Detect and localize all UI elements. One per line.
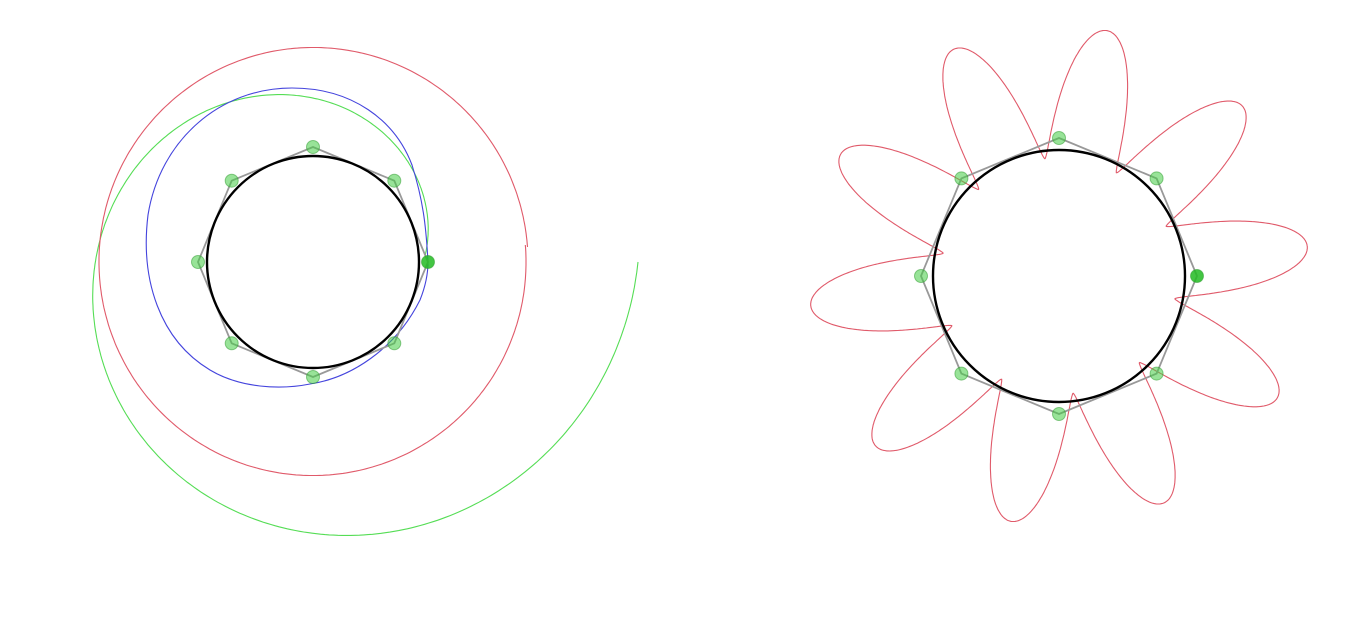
active-vertex-marker bbox=[1190, 269, 1204, 283]
octagon-vertices bbox=[191, 140, 435, 384]
vertex-marker bbox=[914, 269, 928, 283]
active-vertex-marker bbox=[421, 255, 435, 269]
vertex-marker bbox=[387, 173, 402, 188]
vertex-marker bbox=[306, 140, 320, 154]
right-panel bbox=[810, 29, 1308, 523]
base-circle bbox=[205, 154, 421, 370]
green-spiral-curve bbox=[92, 94, 639, 536]
vertex-marker bbox=[224, 173, 239, 188]
vertex-marker bbox=[954, 171, 969, 186]
vertex-marker bbox=[954, 366, 969, 381]
vertex-marker bbox=[1052, 131, 1066, 145]
vertex-marker bbox=[191, 255, 205, 269]
vertex-marker bbox=[387, 336, 402, 351]
vertex-marker bbox=[1149, 366, 1164, 381]
vertex-marker bbox=[224, 336, 239, 351]
octagon-vertices bbox=[914, 131, 1204, 421]
rose-curve bbox=[810, 29, 1308, 523]
vertex-marker bbox=[1052, 407, 1066, 421]
vertex-marker bbox=[1149, 171, 1164, 186]
left-panel bbox=[92, 46, 639, 536]
vertex-marker bbox=[306, 370, 320, 384]
base-circle bbox=[931, 148, 1187, 404]
blue-spiral-curve bbox=[145, 87, 429, 388]
red-spiral-curve bbox=[98, 46, 529, 477]
